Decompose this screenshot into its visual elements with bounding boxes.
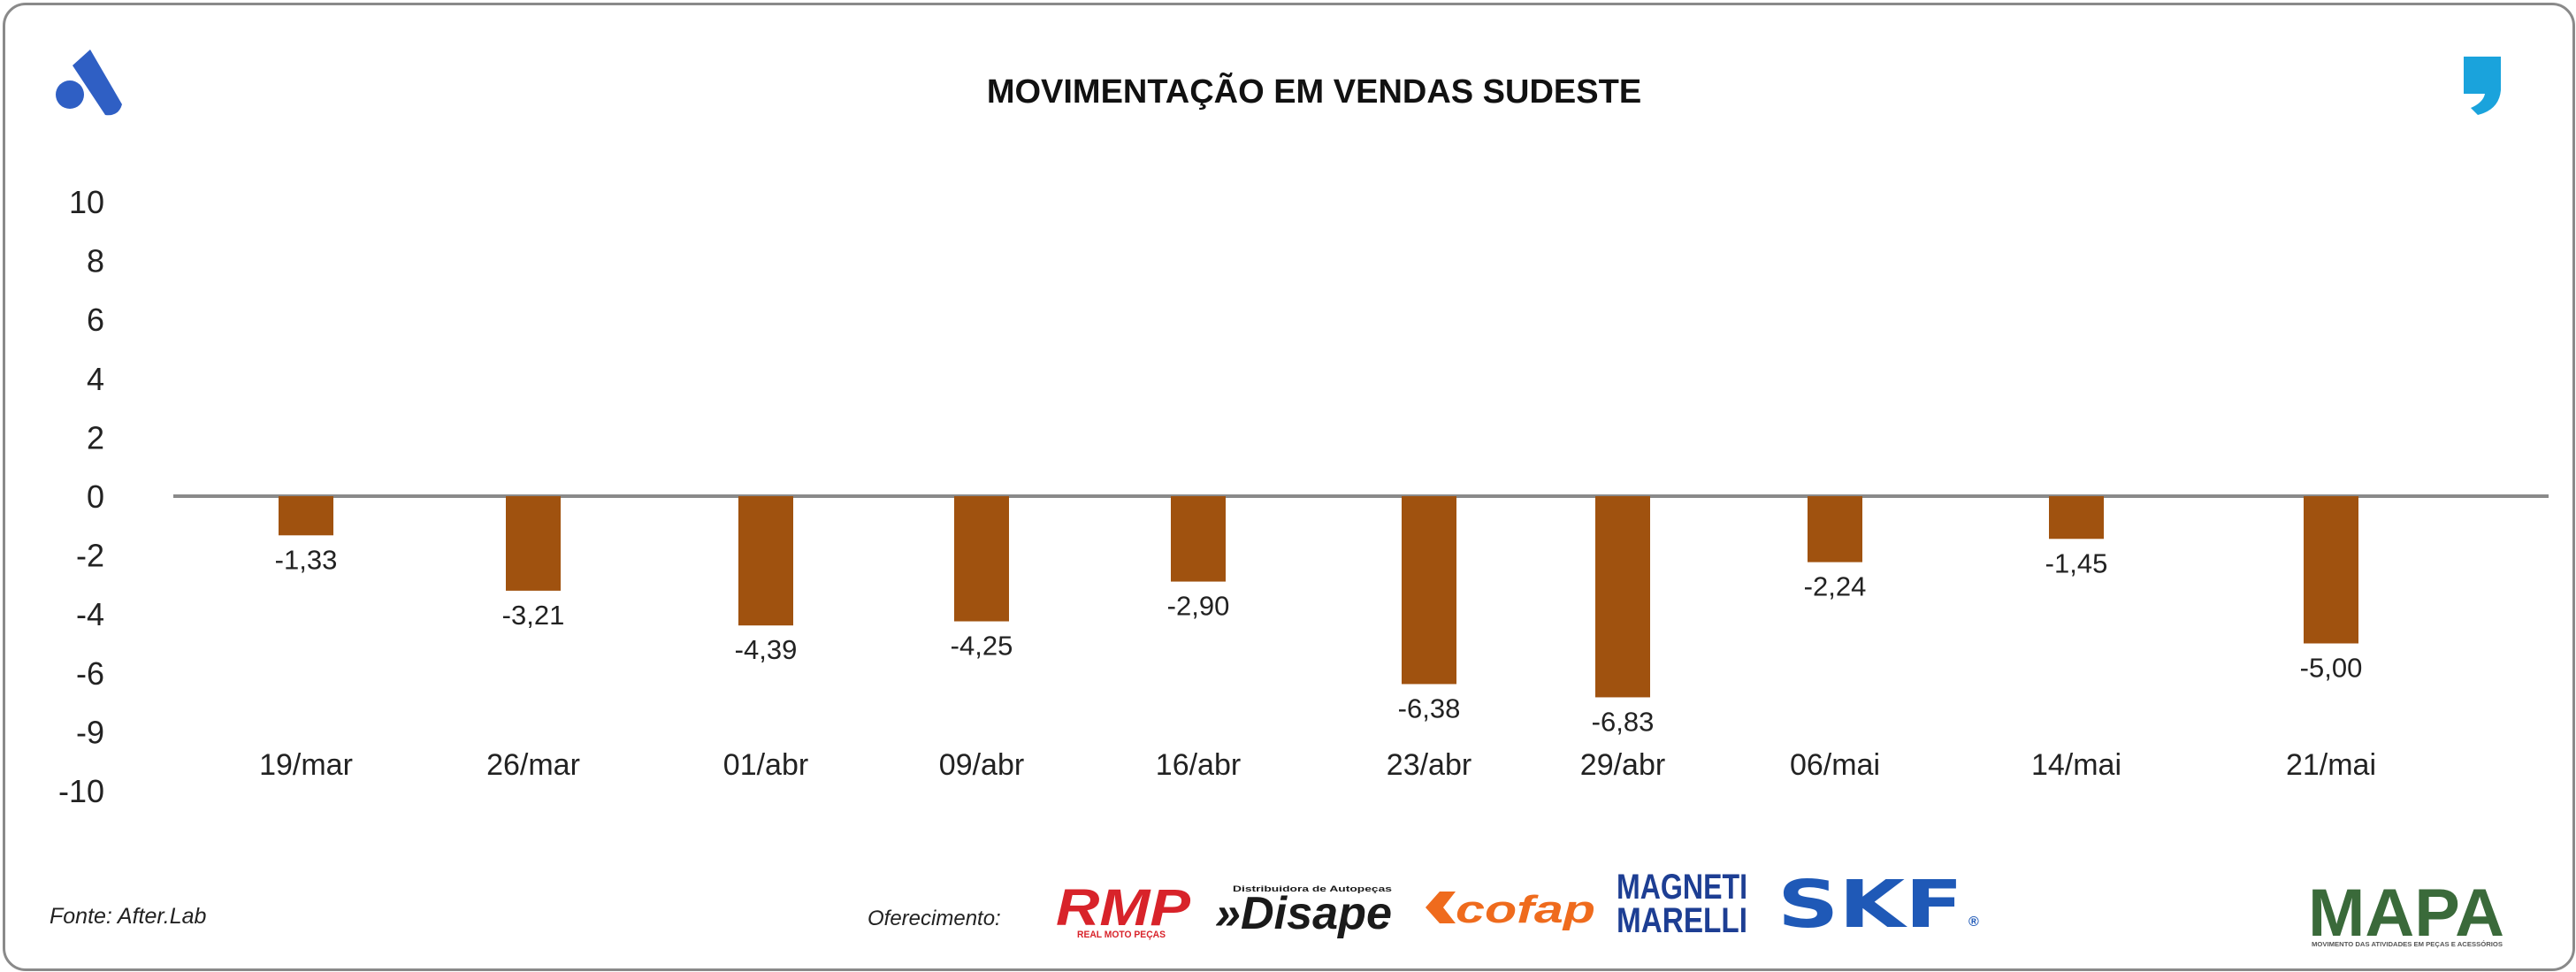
x-tick-label: 01/abr [723, 748, 808, 782]
bar [1595, 496, 1650, 698]
data-label: -2,24 [1804, 571, 1867, 602]
rmp-logo-mark: RMP [1056, 879, 1190, 937]
rmp-logo-sub: REAL MOTO PEÇAS [1077, 930, 1166, 940]
x-tick-label: 29/abr [1580, 748, 1665, 782]
magneti-logo-line2: MARELLI [1617, 901, 1747, 940]
data-label: -3,21 [502, 600, 565, 631]
x-tick-label: 14/mai [2031, 748, 2121, 782]
mapa-logo: MAPA MOVIMENTO DAS ATIVIDADES EM PEÇAS E… [2308, 876, 2504, 951]
magneti-marelli-logo: MAGNETI MARELLI [1617, 868, 1747, 940]
y-tick-label: 0 [87, 478, 104, 515]
bar [738, 496, 793, 626]
bar [1171, 496, 1226, 582]
data-label: -2,90 [1167, 591, 1230, 622]
x-axis-labels: 19/mar 26/mar 01/abr 09/abr 16/abr 23/abr 29/a… [259, 748, 2376, 782]
bars-group [279, 496, 2358, 698]
x-tick-label: 19/mar [259, 748, 353, 782]
data-label: -6,38 [1398, 693, 1461, 723]
bar [506, 496, 561, 591]
mapa-logo-mark: MAPA [2308, 876, 2504, 951]
disape-logo: Distribuidora de Autopeças »Disape [1215, 884, 1392, 939]
bar [2304, 496, 2358, 644]
data-label: -4,25 [951, 631, 1013, 662]
x-tick-label: 21/mai [2286, 748, 2376, 782]
cofap-logo: cofap [1426, 888, 1595, 931]
data-label: -5,00 [2300, 653, 2363, 684]
skf-logo-mark: SKF [1777, 867, 1963, 943]
cofap-logo-mark: cofap [1456, 888, 1595, 931]
disape-logo-sub: Distribuidora de Autopeças [1233, 884, 1392, 893]
x-tick-label: 26/mar [486, 748, 580, 782]
bar [1402, 496, 1456, 685]
mapa-logo-sub: MOVIMENTO DAS ATIVIDADES EM PEÇAS E ACES… [2312, 940, 2503, 948]
data-labels-group: -1,33 -3,21 -4,39 -4,25 -2,90 -6,38 -6,83 -2,24… [275, 544, 2363, 737]
skf-logo-reg: ® [1968, 915, 1979, 930]
quote-mark-icon [2464, 57, 2501, 115]
bar [279, 496, 333, 536]
y-tick-label: 4 [87, 361, 104, 397]
x-tick-label: 06/mai [1790, 748, 1880, 782]
data-label: -6,83 [1592, 706, 1655, 737]
source-text: Fonte: After.Lab [50, 904, 207, 929]
x-tick-label: 23/abr [1387, 748, 1471, 782]
y-tick-label: -4 [76, 596, 104, 632]
chart-title: MOVIMENTAÇÃO EM VENDAS SUDESTE [987, 72, 1641, 111]
bar [2049, 496, 2104, 540]
y-tick-label: 10 [69, 184, 104, 220]
y-tick-label: -9 [76, 714, 104, 750]
y-tick-label: -10 [58, 773, 104, 809]
bar [1808, 496, 1862, 563]
data-label: -4,39 [735, 634, 798, 665]
disape-logo-mark: »Disape [1215, 888, 1392, 939]
skf-logo: SKF ® [1777, 867, 1979, 943]
sponsor-label: Oferecimento: [868, 907, 1001, 930]
chart-svg: MOVIMENTAÇÃO EM VENDAS SUDESTE 10 8 6 4 2 0 -2… [50, 50, 2549, 951]
chart-frame: MOVIMENTAÇÃO EM VENDAS SUDESTE 10 8 6 4 2 0 -2… [3, 3, 2575, 971]
rmp-logo: RMP REAL MOTO PEÇAS [1056, 879, 1190, 940]
y-axis-ticks: 10 8 6 4 2 0 -2 -4 -6 -9 -10 [58, 184, 104, 809]
x-tick-label: 16/abr [1156, 748, 1241, 782]
data-label: -1,33 [275, 544, 338, 575]
x-tick-label: 09/abr [939, 748, 1024, 782]
data-label: -1,45 [2045, 547, 2108, 578]
bar [954, 496, 1009, 622]
y-tick-label: -6 [76, 655, 104, 692]
brand-logo-icon [56, 50, 122, 116]
magneti-logo-line1: MAGNETI [1617, 868, 1747, 907]
y-tick-label: 6 [87, 302, 104, 338]
y-tick-label: 2 [87, 419, 104, 455]
y-tick-label: -2 [76, 538, 104, 574]
y-tick-label: 8 [87, 243, 104, 279]
